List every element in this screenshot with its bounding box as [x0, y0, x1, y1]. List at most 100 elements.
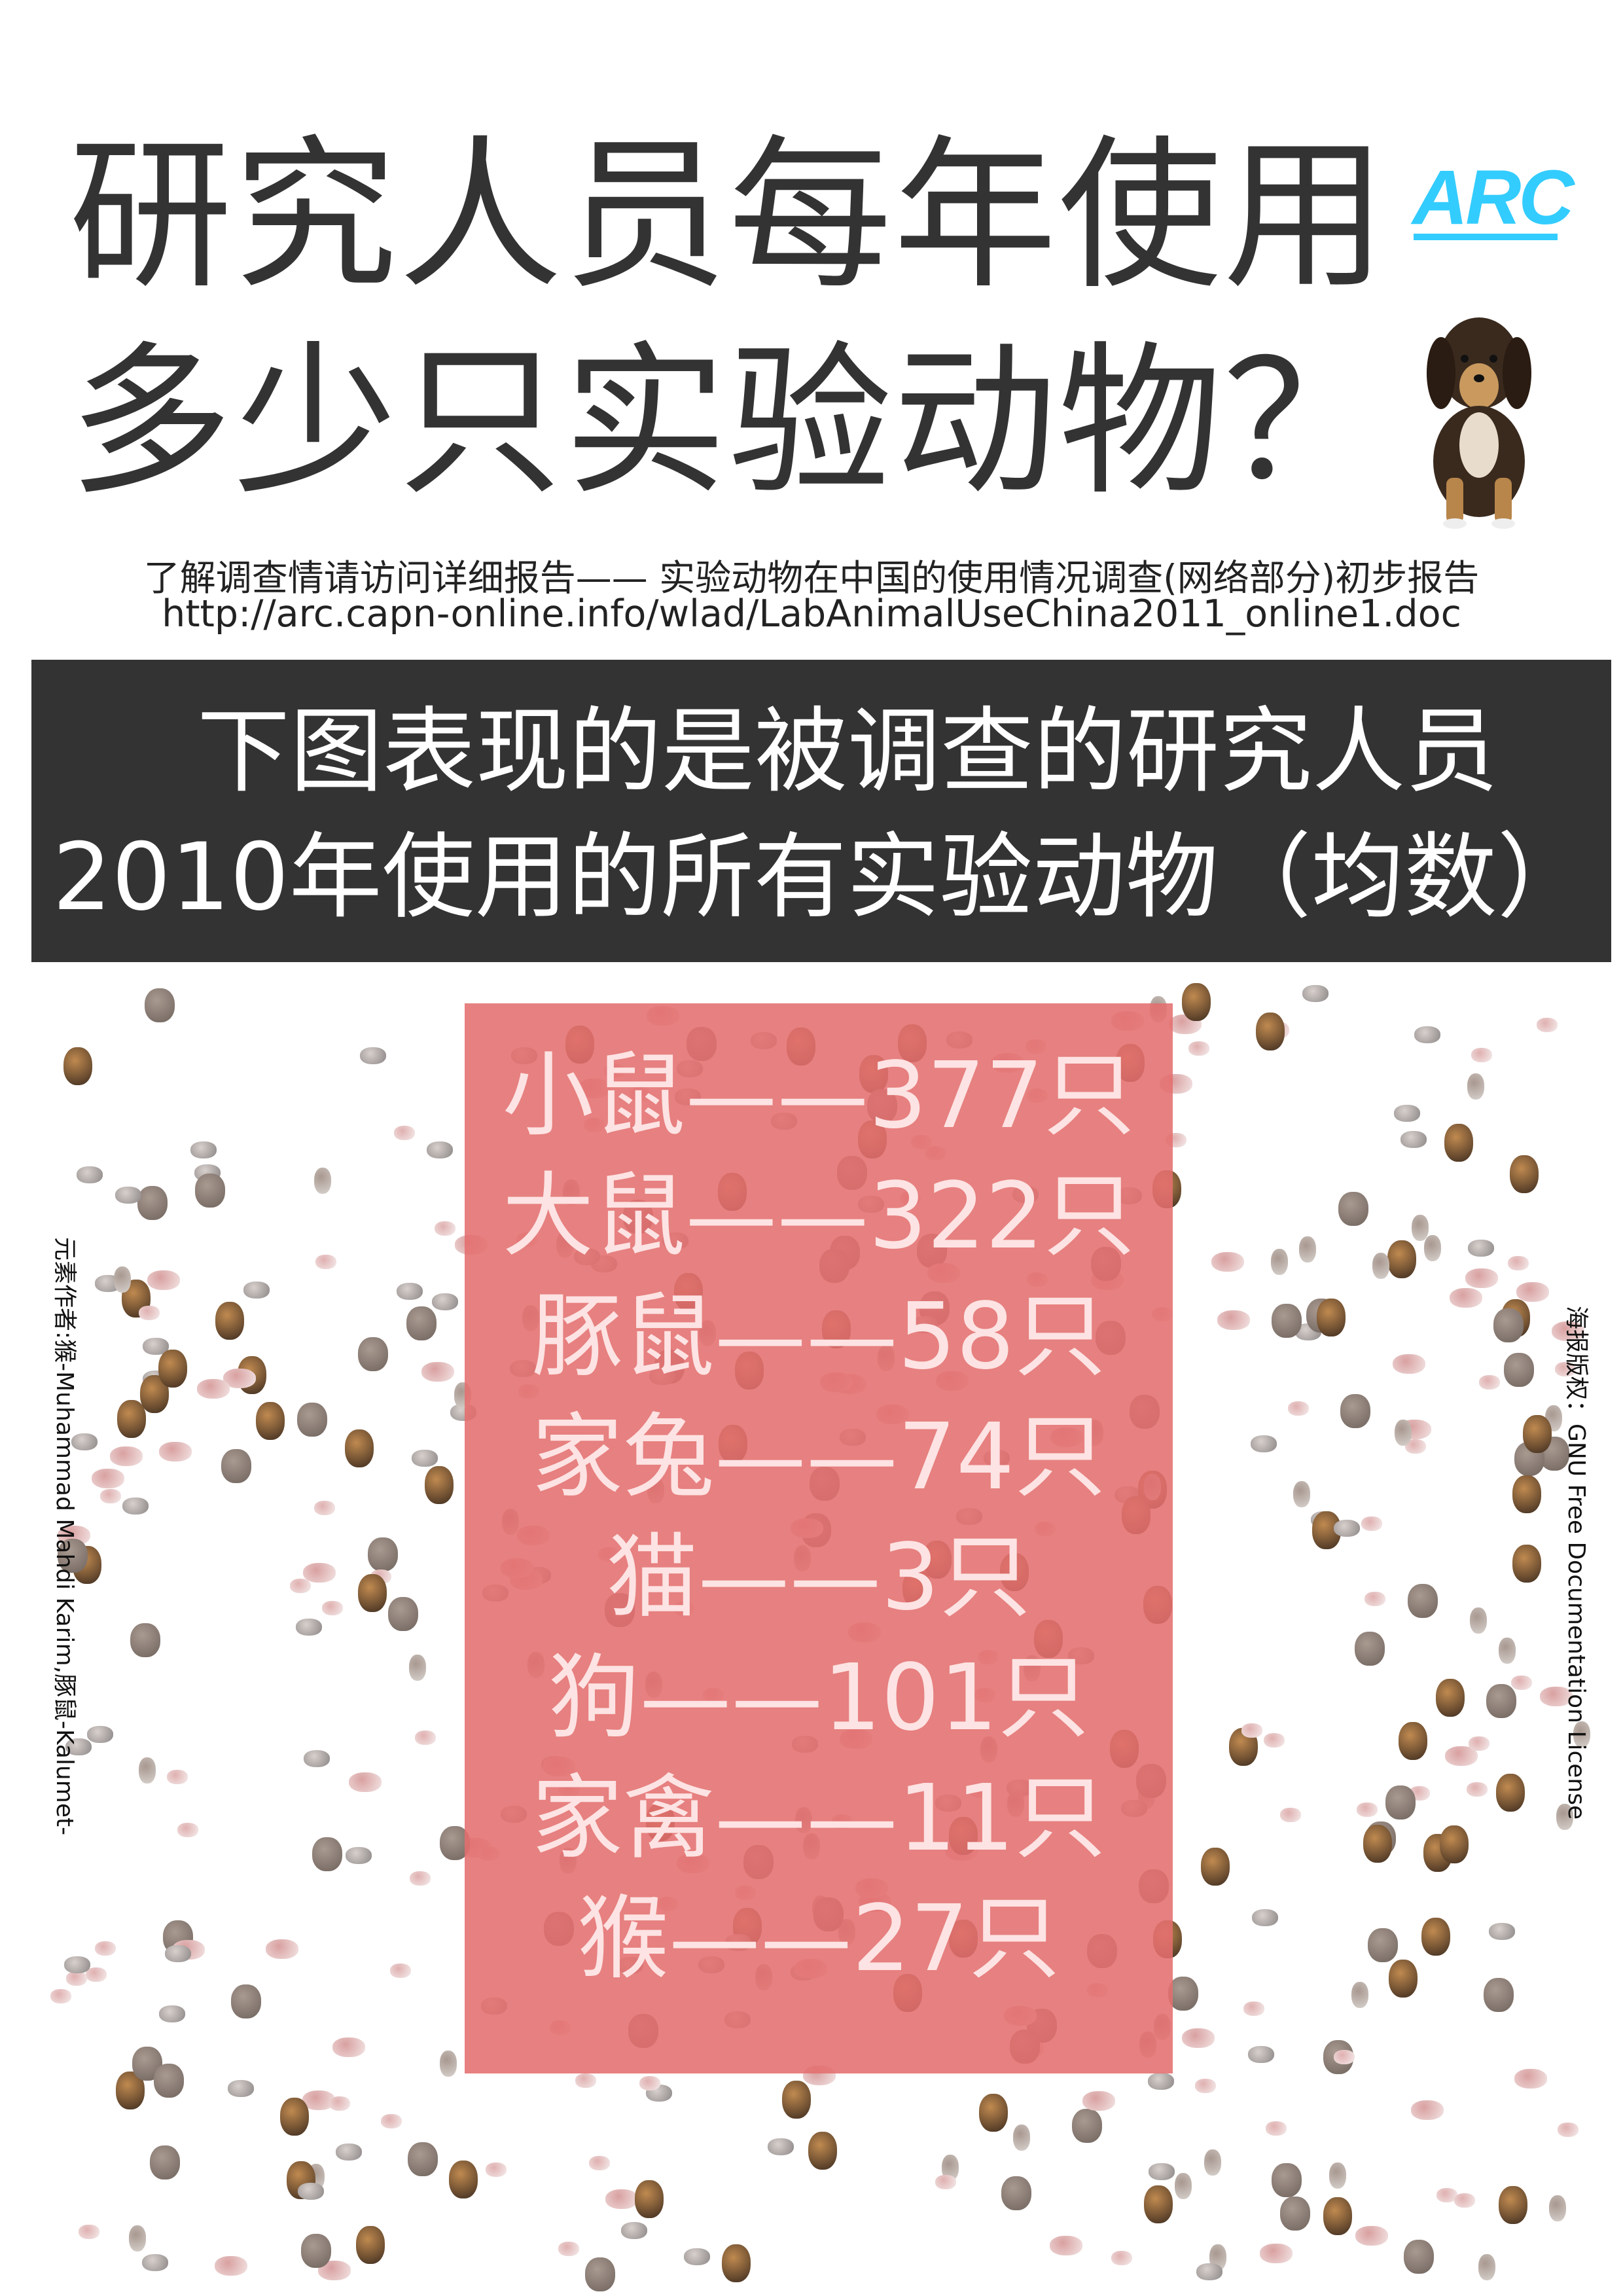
monkey-icon — [1407, 1583, 1438, 1618]
dog-icon — [256, 1402, 285, 1441]
dog-icon — [1498, 2186, 1527, 2225]
rat-icon — [147, 1270, 180, 1291]
hamster-icon — [1467, 1239, 1494, 1257]
report-url-link[interactable]: http://arc.capn-online.info/wlad/LabAnim… — [162, 592, 1461, 636]
dog-icon — [1200, 1847, 1230, 1886]
rat-icon — [1465, 1268, 1499, 1288]
mouse-icon — [1510, 1676, 1532, 1691]
hamster-icon — [336, 2143, 363, 2161]
arc-logo-text: ARC — [1412, 154, 1575, 241]
dog-icon — [357, 1573, 387, 1612]
animal-count-list: 小鼠——377只 大鼠——322只 豚鼠——58只 家兔——74只 猫——3只 … — [465, 1050, 1173, 2014]
rabbit-icon — [128, 2225, 146, 2252]
mouse-icon — [329, 2096, 351, 2111]
hamster-icon — [296, 1619, 323, 1636]
hamster-icon — [190, 1141, 217, 1159]
monkey-icon — [312, 1837, 343, 1871]
rabbit-icon — [139, 1757, 156, 1784]
hamster-icon — [297, 2182, 324, 2200]
hamster-icon — [228, 2079, 255, 2097]
animal-count-cat: 猫——3只 — [606, 1524, 1031, 1631]
mouse-icon — [558, 2242, 580, 2257]
mouse-icon — [575, 2073, 597, 2089]
rabbit-icon — [1204, 2149, 1222, 2176]
mouse-icon — [322, 1601, 344, 1616]
mouse-icon — [588, 2155, 610, 2170]
dog-icon — [1363, 1824, 1392, 1863]
monkey-icon — [406, 1306, 437, 1341]
mouse-icon — [138, 1306, 160, 1321]
animal-count-dog: 狗——101只 — [548, 1645, 1090, 1751]
mouse-icon — [65, 1971, 87, 1986]
monkey-icon — [150, 2145, 181, 2179]
monkey-icon — [1168, 1976, 1198, 2011]
mouse-icon — [935, 2175, 957, 2190]
rat-icon — [215, 2255, 248, 2276]
mouse-icon — [1454, 2193, 1476, 2208]
hamster-icon — [164, 1945, 191, 1963]
hamster-icon — [684, 2248, 710, 2266]
monkey-icon — [221, 1449, 252, 1484]
mouse-icon — [1111, 2251, 1132, 2266]
hamster-icon — [346, 1847, 372, 1865]
hamster-icon — [71, 1433, 98, 1451]
monkey-icon — [1280, 2197, 1311, 2231]
hamster-icon — [767, 2138, 794, 2156]
rabbit-icon — [1394, 1420, 1412, 1446]
mouse-icon — [639, 2075, 661, 2090]
hamster-icon — [142, 2254, 169, 2272]
mouse-icon — [1241, 1723, 1262, 1738]
mouse-icon — [485, 2162, 507, 2177]
mouse-icon — [414, 1730, 436, 1745]
rabbit-icon — [1470, 1607, 1488, 1634]
report-description: 了解调查情请访问详细报告—— 实验动物在中国的使用情况调查(网络部分)初步报告 — [143, 557, 1480, 599]
mouse-icon — [1478, 1374, 1500, 1390]
banner-line-1: 下图表现的是被调查的研究人员 — [197, 698, 1498, 806]
monkey-icon — [1271, 2163, 1302, 2198]
monkey-icon — [1368, 1928, 1399, 1963]
rat-icon — [1449, 1287, 1482, 1308]
mouse-icon — [1334, 2049, 1355, 2064]
mouse-icon — [1279, 1807, 1301, 1822]
mouse-icon — [1243, 2001, 1264, 2016]
rat-icon — [1259, 2244, 1293, 2264]
rat-icon — [1211, 1252, 1244, 1272]
rabbit-icon — [1298, 1236, 1316, 1263]
rat-icon — [1355, 2226, 1388, 2246]
rat-icon — [1551, 1321, 1584, 1341]
rabbit-icon — [1498, 1637, 1516, 1664]
monkey-icon — [195, 1174, 226, 1208]
monkey-icon — [357, 1337, 388, 1372]
rat-icon — [421, 1362, 454, 1382]
mouse-icon — [394, 1125, 415, 1140]
rabbit-icon — [409, 1655, 427, 1681]
rat-icon — [265, 1939, 298, 1959]
hamster-icon — [397, 1283, 423, 1300]
rat-icon — [1516, 1282, 1550, 1302]
mouse-icon — [1555, 1361, 1577, 1376]
monkey-icon — [1072, 2109, 1103, 2144]
mouse-icon — [315, 1254, 336, 1269]
dog-icon — [448, 2160, 478, 2198]
hamster-icon — [65, 1738, 92, 1755]
dog-icon — [722, 2244, 751, 2283]
hamster-icon — [1252, 1909, 1279, 1926]
dog-icon — [808, 2131, 838, 2170]
puppy-image — [1427, 317, 1531, 529]
rat-icon — [1082, 2091, 1116, 2111]
mouse-icon — [166, 1770, 188, 1785]
license-notice: 海报版权：GNU Free Documentation License — [1563, 1306, 1590, 1820]
mouse-icon — [289, 1578, 311, 1593]
monkey-icon — [1483, 1977, 1514, 2012]
hamster-icon — [1196, 2263, 1222, 2280]
monkey-icon — [153, 2064, 184, 2098]
title-line-1: 研究人员每年使用 — [69, 120, 1388, 311]
rabbit-icon — [114, 1266, 132, 1293]
mouse-icon — [410, 1871, 431, 1886]
hamster-icon — [303, 1750, 330, 1768]
hamster-icon — [243, 1281, 270, 1299]
animal-count-monkey: 猴——27只 — [577, 1886, 1061, 1992]
mouse-icon — [1537, 1018, 1558, 1033]
hamster-icon — [1302, 984, 1329, 1002]
hamster-icon — [158, 2005, 185, 2023]
